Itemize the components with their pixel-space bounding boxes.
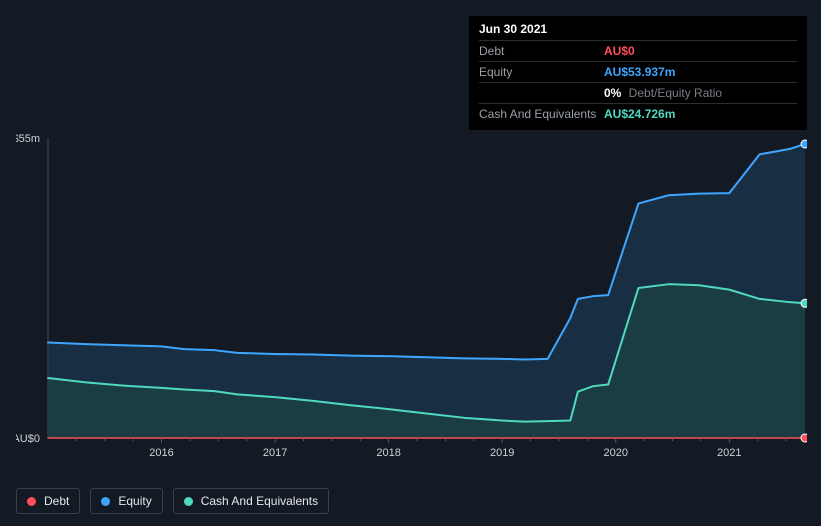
x-tick-label: 2017 <box>263 447 287 459</box>
tooltip-row: EquityAU$53.937m <box>479 61 797 82</box>
tooltip-row-value: AU$0 <box>604 43 635 59</box>
tooltip-row: DebtAU$0 <box>479 40 797 61</box>
y-tick-label: AU$55m <box>16 133 40 145</box>
x-tick-label: 2021 <box>717 447 741 459</box>
legend-swatch <box>27 497 36 506</box>
y-tick-label: AU$0 <box>16 433 40 445</box>
legend-label: Equity <box>118 494 151 508</box>
x-tick-label: 2016 <box>149 447 173 459</box>
legend-item[interactable]: Equity <box>90 488 162 514</box>
x-tick-label: 2018 <box>376 447 400 459</box>
legend-label: Debt <box>44 494 69 508</box>
chart-tooltip: Jun 30 2021 DebtAU$0EquityAU$53.937m0% D… <box>469 16 807 130</box>
tooltip-row-value: 0% Debt/Equity Ratio <box>604 85 722 101</box>
tooltip-row-label: Equity <box>479 64 604 80</box>
legend-swatch <box>184 497 193 506</box>
debt-equity-chart: 2016 2017 2018 2019 2020 2021 AU$55m AU$0 <box>16 120 807 465</box>
legend-item[interactable]: Cash And Equivalents <box>173 488 329 514</box>
tooltip-row-label <box>479 85 604 101</box>
tooltip-row-value: AU$53.937m <box>604 64 675 80</box>
chart-legend: Debt Equity Cash And Equivalents <box>16 488 329 514</box>
tooltip-title: Jun 30 2021 <box>479 22 797 36</box>
legend-swatch <box>101 497 110 506</box>
x-tick-label: 2020 <box>604 447 628 459</box>
tooltip-row-label: Debt <box>479 43 604 59</box>
tooltip-row-extra: Debt/Equity Ratio <box>625 86 722 100</box>
chart-svg: 2016 2017 2018 2019 2020 2021 AU$55m AU$0 <box>16 120 807 465</box>
legend-item[interactable]: Debt <box>16 488 80 514</box>
legend-label: Cash And Equivalents <box>201 494 318 508</box>
x-tick-label: 2019 <box>490 447 514 459</box>
tooltip-row: 0% Debt/Equity Ratio <box>479 82 797 103</box>
